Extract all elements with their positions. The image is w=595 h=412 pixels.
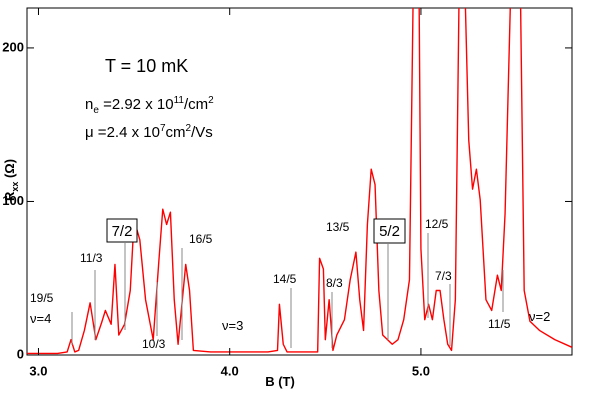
annotation: 13/5 bbox=[326, 220, 350, 234]
data-line bbox=[27, 8, 572, 355]
x-tick-label: 3.0 bbox=[29, 363, 47, 378]
x-tick-label: 5.0 bbox=[412, 363, 430, 378]
y-tick-label: 200 bbox=[2, 39, 24, 54]
text-part: R bbox=[2, 191, 17, 201]
annotation: ν=4 bbox=[30, 311, 51, 326]
text-part: /cm bbox=[184, 96, 208, 113]
plot-frame bbox=[26, 7, 573, 356]
temperature: T = 10 mK bbox=[105, 56, 188, 76]
annotation: 12/5 bbox=[425, 217, 449, 231]
annotation: 7/3 bbox=[435, 269, 452, 283]
y-tick-label: 0 bbox=[17, 346, 24, 361]
density: ne =2.92 x 1011/cm2 bbox=[85, 95, 214, 116]
y-axis-label: Rxx (Ω) bbox=[2, 159, 20, 201]
x-axis-label: B (T) bbox=[265, 374, 295, 389]
annotation: 19/5 bbox=[30, 291, 54, 305]
annotation: 11/3 bbox=[80, 251, 103, 265]
label-box bbox=[373, 218, 406, 244]
mobility: μ =2.4 x 107cm2/Vs bbox=[85, 123, 213, 141]
text-part: n bbox=[85, 96, 93, 113]
text-part: 2 bbox=[186, 123, 192, 134]
plot-area bbox=[27, 8, 572, 355]
label-box bbox=[106, 218, 138, 243]
annotation: ν=3 bbox=[222, 318, 243, 333]
text-part: xx bbox=[10, 182, 20, 192]
text-part: e bbox=[93, 105, 99, 116]
text-part: cm bbox=[166, 124, 186, 141]
text-part: 11 bbox=[174, 95, 185, 106]
text-part: (Ω) bbox=[2, 159, 17, 182]
text-part: /Vs bbox=[191, 124, 213, 141]
annotation: 7/2 bbox=[112, 223, 133, 240]
annotation: 10/3 bbox=[142, 337, 166, 351]
annotation: 11/5 bbox=[488, 317, 511, 331]
annotation: 14/5 bbox=[273, 272, 297, 286]
x-tick-label: 4.0 bbox=[221, 363, 239, 378]
annotation: 8/3 bbox=[326, 276, 343, 290]
text-part: =2.92 x 10 bbox=[99, 96, 174, 113]
text-part: μ =2.4 x 10 bbox=[85, 124, 160, 141]
y-tick-label: 100 bbox=[2, 193, 24, 208]
annotation: ν=2 bbox=[529, 309, 550, 324]
text-part: 7 bbox=[160, 123, 166, 134]
marker-lines bbox=[71, 233, 504, 348]
text-part: 2 bbox=[208, 95, 214, 106]
annotation: 5/2 bbox=[379, 223, 400, 240]
annotation: 16/5 bbox=[189, 232, 213, 246]
